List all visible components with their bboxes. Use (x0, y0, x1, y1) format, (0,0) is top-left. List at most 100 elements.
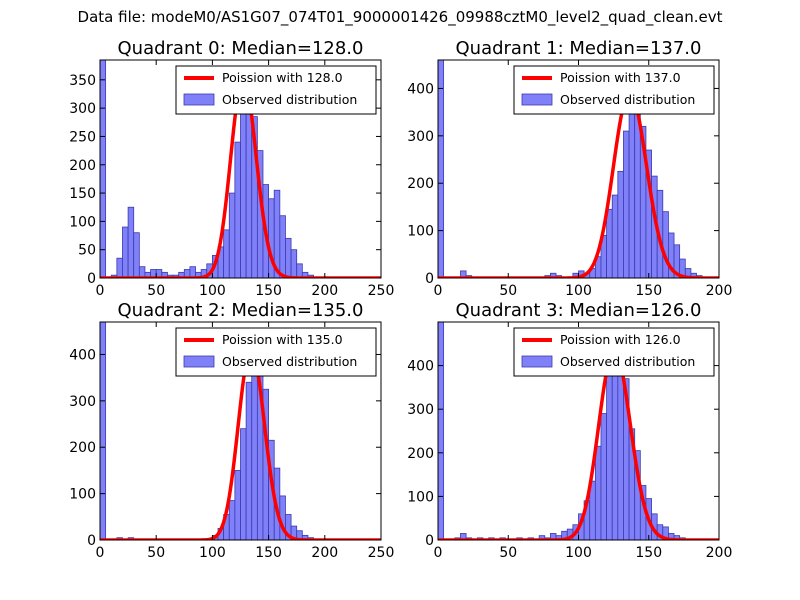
quadrant-3-title: Quadrant 3: Median=126.0 (456, 300, 702, 321)
histogram-bar (290, 249, 298, 278)
quadrant-3-panel: 0 50 100 150 200 0 100 200 300 400 Quadrant 3: Med… (407, 300, 732, 561)
y-tick-label: 250 (69, 129, 96, 145)
histogram-bar (228, 500, 236, 540)
x-tick-label: 50 (499, 545, 517, 561)
x-tick-label: 200 (706, 545, 733, 561)
y-tick-label: 200 (407, 176, 434, 192)
legend-box (175, 327, 377, 377)
quadrant-3-plot-area (438, 322, 719, 540)
x-tick-label: 200 (311, 545, 338, 561)
y-tick-label: 0 (425, 271, 434, 287)
y-tick-label: 200 (69, 440, 96, 456)
quadrant-2-panel: 0 50 100 150 200 250 0 100 200 300 400 Quadrant 2: … (69, 300, 394, 561)
legend-box (513, 65, 715, 115)
histogram-bar (296, 263, 303, 278)
poisson-fit-line (438, 348, 719, 540)
x-tick-label: 150 (635, 283, 662, 299)
histogram-bar (279, 215, 286, 278)
histogram-bar (617, 170, 624, 278)
quadrant-0-panel: 0 50 100 150 200 250 0 50 100 150 200 250 300 350 Quad… (69, 38, 394, 299)
histogram-bar (594, 445, 602, 540)
histogram-bar (240, 428, 247, 540)
histogram-bar (228, 192, 236, 278)
x-tick-label: 150 (255, 545, 282, 561)
y-tick-label: 0 (425, 533, 434, 549)
histogram-bar (116, 257, 123, 278)
x-tick-label: 0 (96, 545, 105, 561)
y-tick-label: 300 (407, 402, 434, 418)
x-tick-label: 100 (199, 545, 226, 561)
histogram-bar (234, 470, 241, 540)
legend-hist-label: Observed distribution (222, 92, 357, 107)
histogram-bar (240, 96, 247, 278)
x-tick-label: 100 (565, 283, 592, 299)
legend-fit-label: Poission with 137.0 (560, 70, 681, 85)
x-tick-label: 100 (565, 545, 592, 561)
legend-box (513, 327, 715, 377)
x-tick-label: 150 (255, 283, 282, 299)
histogram-bar (623, 130, 630, 278)
y-tick-label: 100 (407, 489, 434, 505)
quadrant-3-legend: Poission with 126.0 Observed distribution (513, 327, 715, 377)
histogram-bar (122, 226, 129, 278)
x-tick-label: 250 (368, 545, 395, 561)
histogram-bar (133, 232, 140, 278)
y-tick-label: 150 (69, 186, 96, 202)
histogram-bar (127, 206, 135, 278)
histogram-bar (600, 413, 607, 540)
y-tick-label: 100 (69, 214, 96, 230)
quadrant-2-axes-frame (99, 321, 382, 541)
histogram-bar (245, 381, 253, 540)
x-tick-label: 100 (199, 283, 226, 299)
x-tick-label: 0 (96, 283, 105, 299)
histogram-bar (100, 60, 107, 278)
histogram-bar (285, 237, 292, 278)
legend-hist-label: Observed distribution (560, 92, 695, 107)
legend-hist-swatch (183, 93, 215, 106)
poisson-fit-line (100, 347, 381, 540)
y-tick-label: 50 (78, 243, 96, 259)
y-tick-label: 100 (407, 224, 434, 240)
legend-hist-swatch (521, 93, 553, 106)
x-tick-label: 50 (147, 283, 165, 299)
histogram-bar (606, 208, 613, 278)
y-tick-label: 200 (69, 158, 96, 174)
histogram-bar (438, 322, 445, 540)
x-tick-label: 50 (499, 283, 517, 299)
legend-fit-label: Poission with 135.0 (222, 332, 343, 347)
quadrant-0-legend: Poission with 128.0 Observed distribution (175, 65, 377, 115)
figure-suptitle: Data file: modeM0/AS1G07_074T01_90000014… (77, 8, 723, 26)
quadrant-1-panel: 0 50 100 150 200 0 100 200 300 400 Quadrant 1: Med… (407, 38, 732, 299)
quadrant-1-title: Quadrant 1: Median=137.0 (456, 38, 702, 59)
quadrant-0-axes-frame (99, 59, 382, 279)
histogram-bar (438, 60, 445, 278)
x-tick-label: 250 (368, 283, 395, 299)
histogram-bar (611, 194, 619, 278)
legend-box (175, 65, 377, 115)
histogram-bar (100, 322, 107, 540)
quadrant-0-plot-area (100, 60, 381, 278)
histogram-bar (234, 141, 241, 278)
y-tick-label: 400 (407, 359, 434, 375)
x-tick-label: 0 (434, 283, 443, 299)
y-tick-label: 300 (407, 129, 434, 145)
legend-fit-label: Poission with 126.0 (560, 332, 681, 347)
histogram-bar (223, 229, 230, 278)
quadrant-2-legend: Poission with 135.0 Observed distribution (175, 327, 377, 377)
legend-hist-swatch (183, 355, 215, 368)
x-tick-label: 50 (147, 545, 165, 561)
y-tick-label: 0 (87, 271, 96, 287)
y-tick-label: 350 (69, 73, 96, 89)
legend-hist-swatch (521, 355, 553, 368)
y-tick-label: 200 (407, 446, 434, 462)
x-tick-label: 0 (434, 545, 443, 561)
y-tick-label: 0 (87, 533, 96, 549)
histogram-bar (628, 88, 636, 278)
quadrant-1-legend: Poission with 137.0 Observed distribution (513, 65, 715, 115)
y-tick-label: 400 (407, 81, 434, 97)
y-tick-label: 300 (69, 101, 96, 117)
legend-fit-label: Poission with 128.0 (222, 70, 343, 85)
legend-hist-label: Observed distribution (560, 354, 695, 369)
histogram-bar (460, 533, 467, 540)
